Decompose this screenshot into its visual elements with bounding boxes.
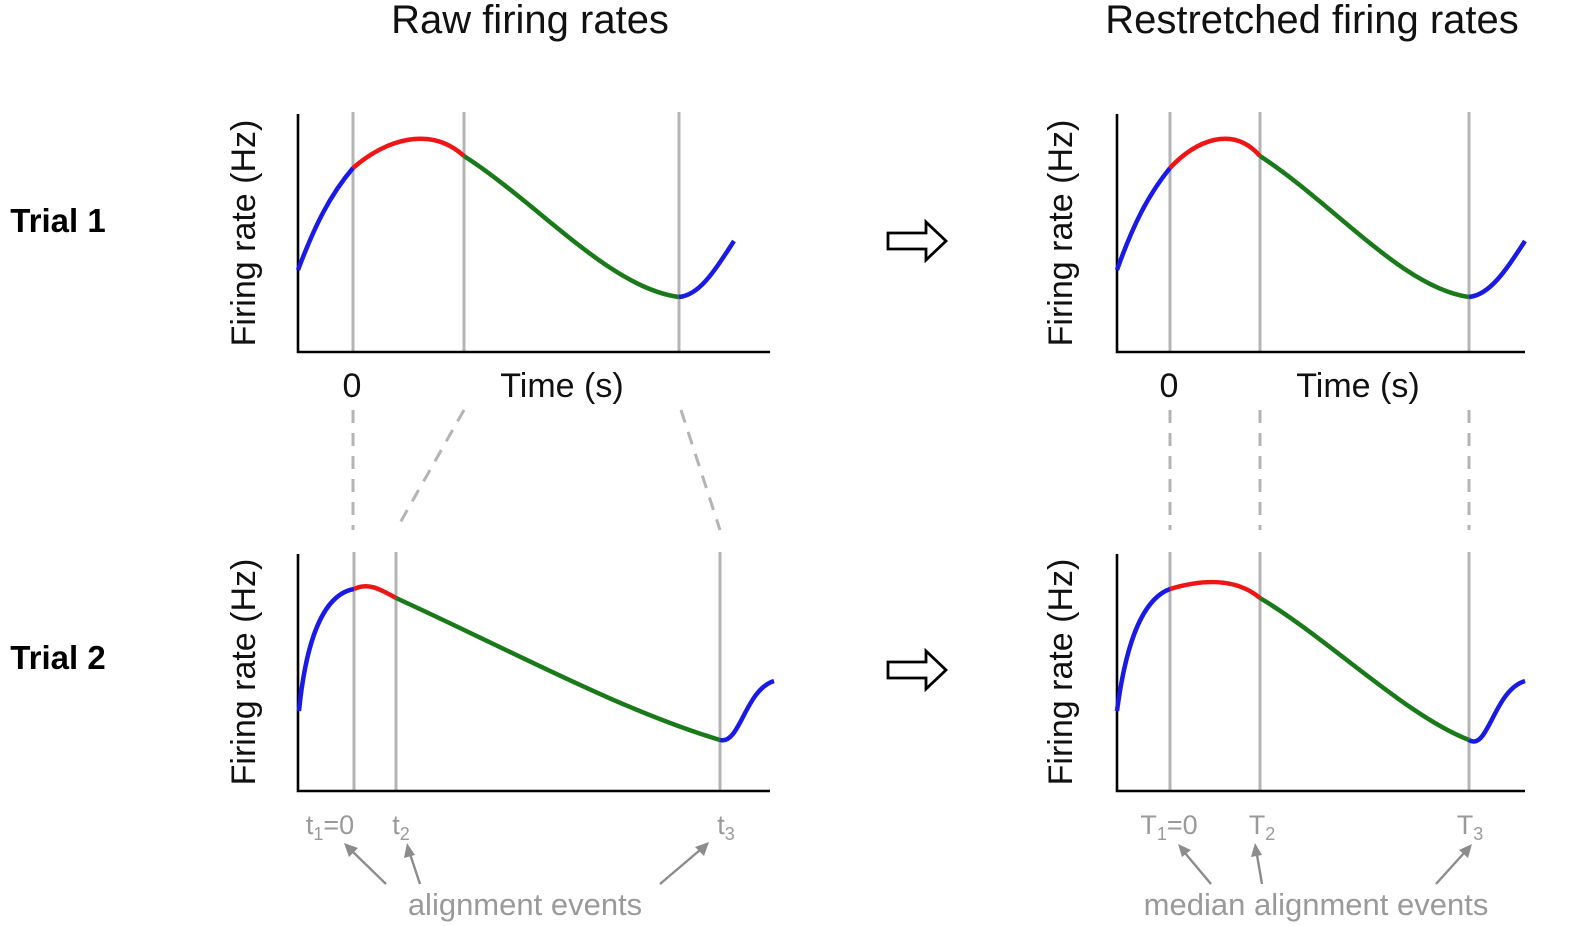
- dashed-link-raw-3: [679, 409, 722, 531]
- y-axis-label: Firing rate (Hz): [225, 559, 263, 786]
- event-label-base: T: [1457, 810, 1474, 840]
- y-axis-label: Firing rate (Hz): [1042, 120, 1080, 347]
- pointer-line: [351, 850, 387, 885]
- curve-segment-early: [351, 136, 466, 170]
- x-axis-label: Time (s): [1296, 367, 1419, 405]
- gray-pointer-arrow-icon: [695, 842, 709, 856]
- dashed-link-raw-2: [394, 409, 466, 531]
- restretched-firing-rates-title: Restretched firing rates: [1105, 0, 1519, 42]
- event-label-base: t: [306, 810, 314, 840]
- event-label-suffix: =0: [323, 810, 354, 840]
- curve-segment-early: [1168, 136, 1262, 170]
- raw-firing-rates-title: Raw firing rates: [391, 0, 669, 42]
- gray-pointer-arrow-icon: [1178, 844, 1191, 857]
- raw-annotation-pointers: [344, 842, 709, 885]
- event-label-base: t: [392, 810, 400, 840]
- curve-segment-pre: [296, 586, 355, 712]
- event-label-base: T: [1140, 810, 1157, 840]
- median-alignment-events-label: median alignment events: [1144, 887, 1489, 922]
- event-label-suffix: =0: [1167, 810, 1198, 840]
- event-label-T1: T1=0: [1140, 810, 1197, 844]
- pointer-line: [1184, 852, 1212, 885]
- curve-segment-late: [395, 595, 721, 743]
- hollow-right-arrow-icon: [886, 218, 949, 264]
- event-label-base: T: [1249, 810, 1266, 840]
- event-label-t2: t2: [392, 810, 410, 844]
- event-label-T3: T3: [1457, 810, 1484, 844]
- pointer-line: [659, 849, 701, 885]
- event-label-base: t: [717, 810, 725, 840]
- curve-segment-post: [678, 239, 736, 300]
- curve-segment-post: [719, 678, 775, 743]
- gray-pointer-arrow-icon: [404, 843, 415, 858]
- curve-segment-late: [462, 154, 680, 300]
- trial-2-label: Trial 2: [10, 639, 105, 676]
- gray-pointer-arrow-icon: [1459, 844, 1472, 858]
- event-label-t1: t1=0: [306, 810, 354, 844]
- event-label-t3: t3: [717, 810, 735, 844]
- event-label-subscript: 1: [313, 824, 323, 844]
- curve-segment-early: [352, 583, 398, 600]
- axes: [1115, 554, 1525, 793]
- panel-trial2-restretched: Firing rate (Hz) T1=0 T2 T3: [1042, 552, 1526, 844]
- y-axis-label: Firing rate (Hz): [225, 120, 263, 347]
- curve-segment-late: [1258, 596, 1470, 743]
- gray-pointer-arrow-icon: [344, 843, 358, 857]
- x-tick-zero: 0: [1160, 367, 1179, 405]
- gray-pointer-arrow-icon: [1251, 843, 1262, 857]
- y-axis-label: Firing rate (Hz): [1042, 559, 1080, 786]
- curve-segment-pre: [1114, 166, 1172, 271]
- pointer-line: [408, 853, 422, 885]
- pointer-line: [1255, 854, 1264, 885]
- event-label-subscript: 3: [1473, 824, 1483, 844]
- hollow-right-arrow-icon: [886, 647, 949, 693]
- axes: [1115, 114, 1525, 354]
- event-label-T2: T2: [1249, 810, 1276, 844]
- pointer-line: [1435, 852, 1465, 885]
- curve-segment-early: [1169, 579, 1262, 600]
- event-label-subscript: 1: [1157, 824, 1167, 844]
- panel-trial1-restretched: Firing rate (Hz) 0 Time (s): [1042, 112, 1527, 405]
- x-tick-zero: 0: [343, 367, 362, 405]
- event-label-subscript: 2: [400, 824, 410, 844]
- event-label-subscript: 2: [1265, 824, 1275, 844]
- alignment-events-label: alignment events: [408, 887, 642, 922]
- curve-segment-pre: [295, 166, 355, 271]
- x-axis-label: Time (s): [500, 367, 623, 405]
- axes: [296, 554, 770, 793]
- curve-segment-pre: [1114, 586, 1171, 712]
- panel-trial2-raw: Firing rate (Hz) t1=0 t2 t3: [225, 552, 775, 844]
- axes: [296, 114, 770, 354]
- curve-segment-post: [1467, 678, 1526, 744]
- event-label-subscript: 3: [725, 824, 735, 844]
- median-annotation-pointers: [1178, 843, 1472, 885]
- trial-1-label: Trial 1: [10, 202, 105, 239]
- curve-segment-post: [1468, 239, 1527, 300]
- alignment-correspondence-lines: [351, 409, 1471, 531]
- panel-trial1-raw: Firing rate (Hz) 0 Time (s): [225, 112, 770, 405]
- curve-segment-late: [1258, 154, 1470, 300]
